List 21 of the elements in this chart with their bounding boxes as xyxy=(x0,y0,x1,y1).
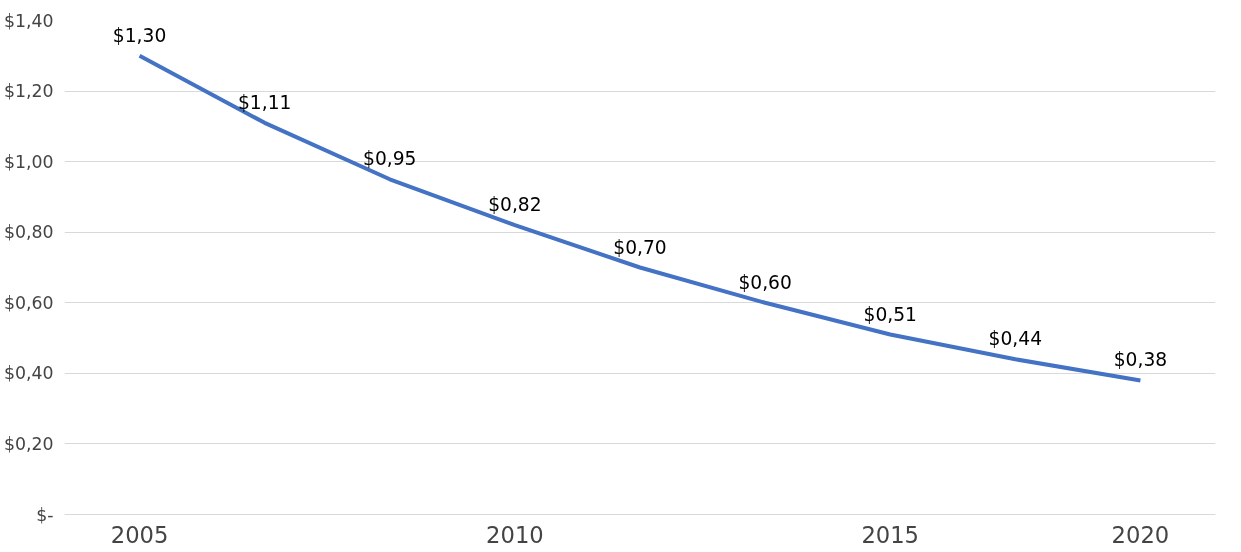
x-tick-label: 2010 xyxy=(486,521,544,548)
data-label: $1,11 xyxy=(237,91,292,113)
data-label: $0,70 xyxy=(613,236,667,258)
data-label: $0,82 xyxy=(488,194,542,216)
y-tick-label: $1,40 xyxy=(3,10,54,31)
data-label: $0,51 xyxy=(863,303,917,325)
data-label: $0,95 xyxy=(363,148,417,170)
y-tick-label: $0,20 xyxy=(3,433,54,454)
y-tick-label: $- xyxy=(36,504,54,525)
data-label: $0,60 xyxy=(738,271,792,293)
y-tick-label: $0,60 xyxy=(3,292,54,313)
data-label: $1,30 xyxy=(112,24,167,46)
x-tick-label: 2020 xyxy=(1111,521,1170,548)
x-tick-label: 2005 xyxy=(110,521,169,548)
y-tick-label: $0,40 xyxy=(3,363,54,384)
y-tick-label: $0,80 xyxy=(3,222,54,243)
data-label: $0,44 xyxy=(988,328,1043,350)
y-tick-label: $1,20 xyxy=(3,81,54,102)
data-label: $0,38 xyxy=(1113,349,1168,371)
y-tick-label: $1,00 xyxy=(3,151,54,172)
x-tick-label: 2015 xyxy=(861,521,920,548)
